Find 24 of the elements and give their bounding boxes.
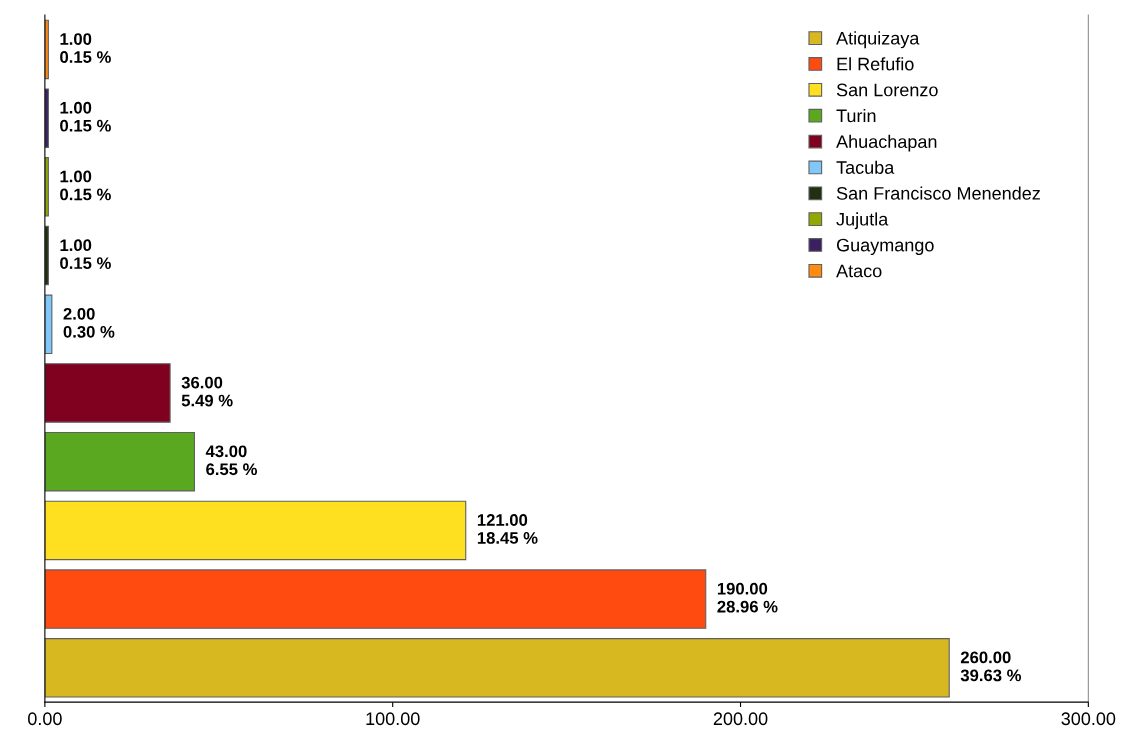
legend-label: El Refufio <box>837 57 914 71</box>
data-label: 260.00 39.63 % <box>960 651 1022 682</box>
legend-label: Ataco <box>836 264 882 278</box>
legend-label: Turin <box>836 108 876 123</box>
data-label: 1.00 0.15 % <box>60 33 111 63</box>
x-tick-label: 100.00 <box>366 712 420 726</box>
data-label: 36.00 5.49 % <box>181 376 233 407</box>
x-tick-label: 300.00 <box>1061 712 1116 726</box>
data-label: 1.00 0.15 % <box>60 239 111 270</box>
data-label: 43.00 6.55 % <box>205 445 257 476</box>
legend-label: Tacuba <box>836 160 895 174</box>
x-tick-label: 200.00 <box>713 712 768 726</box>
x-tick-label: 0.00 <box>28 712 62 726</box>
data-label: 1.00 0.15 % <box>60 170 111 201</box>
legend-label: Guaymango <box>836 238 934 256</box>
legend-label: Ahuachapan <box>836 134 937 152</box>
legend-label: San Lorenzo <box>836 83 938 97</box>
legend-label: Atiquizaya <box>836 31 920 49</box>
data-label: 190.00 28.96 % <box>717 582 778 613</box>
legend-label: San Francisco Menendez <box>836 186 1040 200</box>
data-label: 121.00 18.45 % <box>477 514 538 544</box>
data-label: 2.00 0.30 % <box>63 307 115 338</box>
data-label: 1.00 0.15 % <box>60 101 111 132</box>
legend-label: Jujutla <box>836 212 889 230</box>
